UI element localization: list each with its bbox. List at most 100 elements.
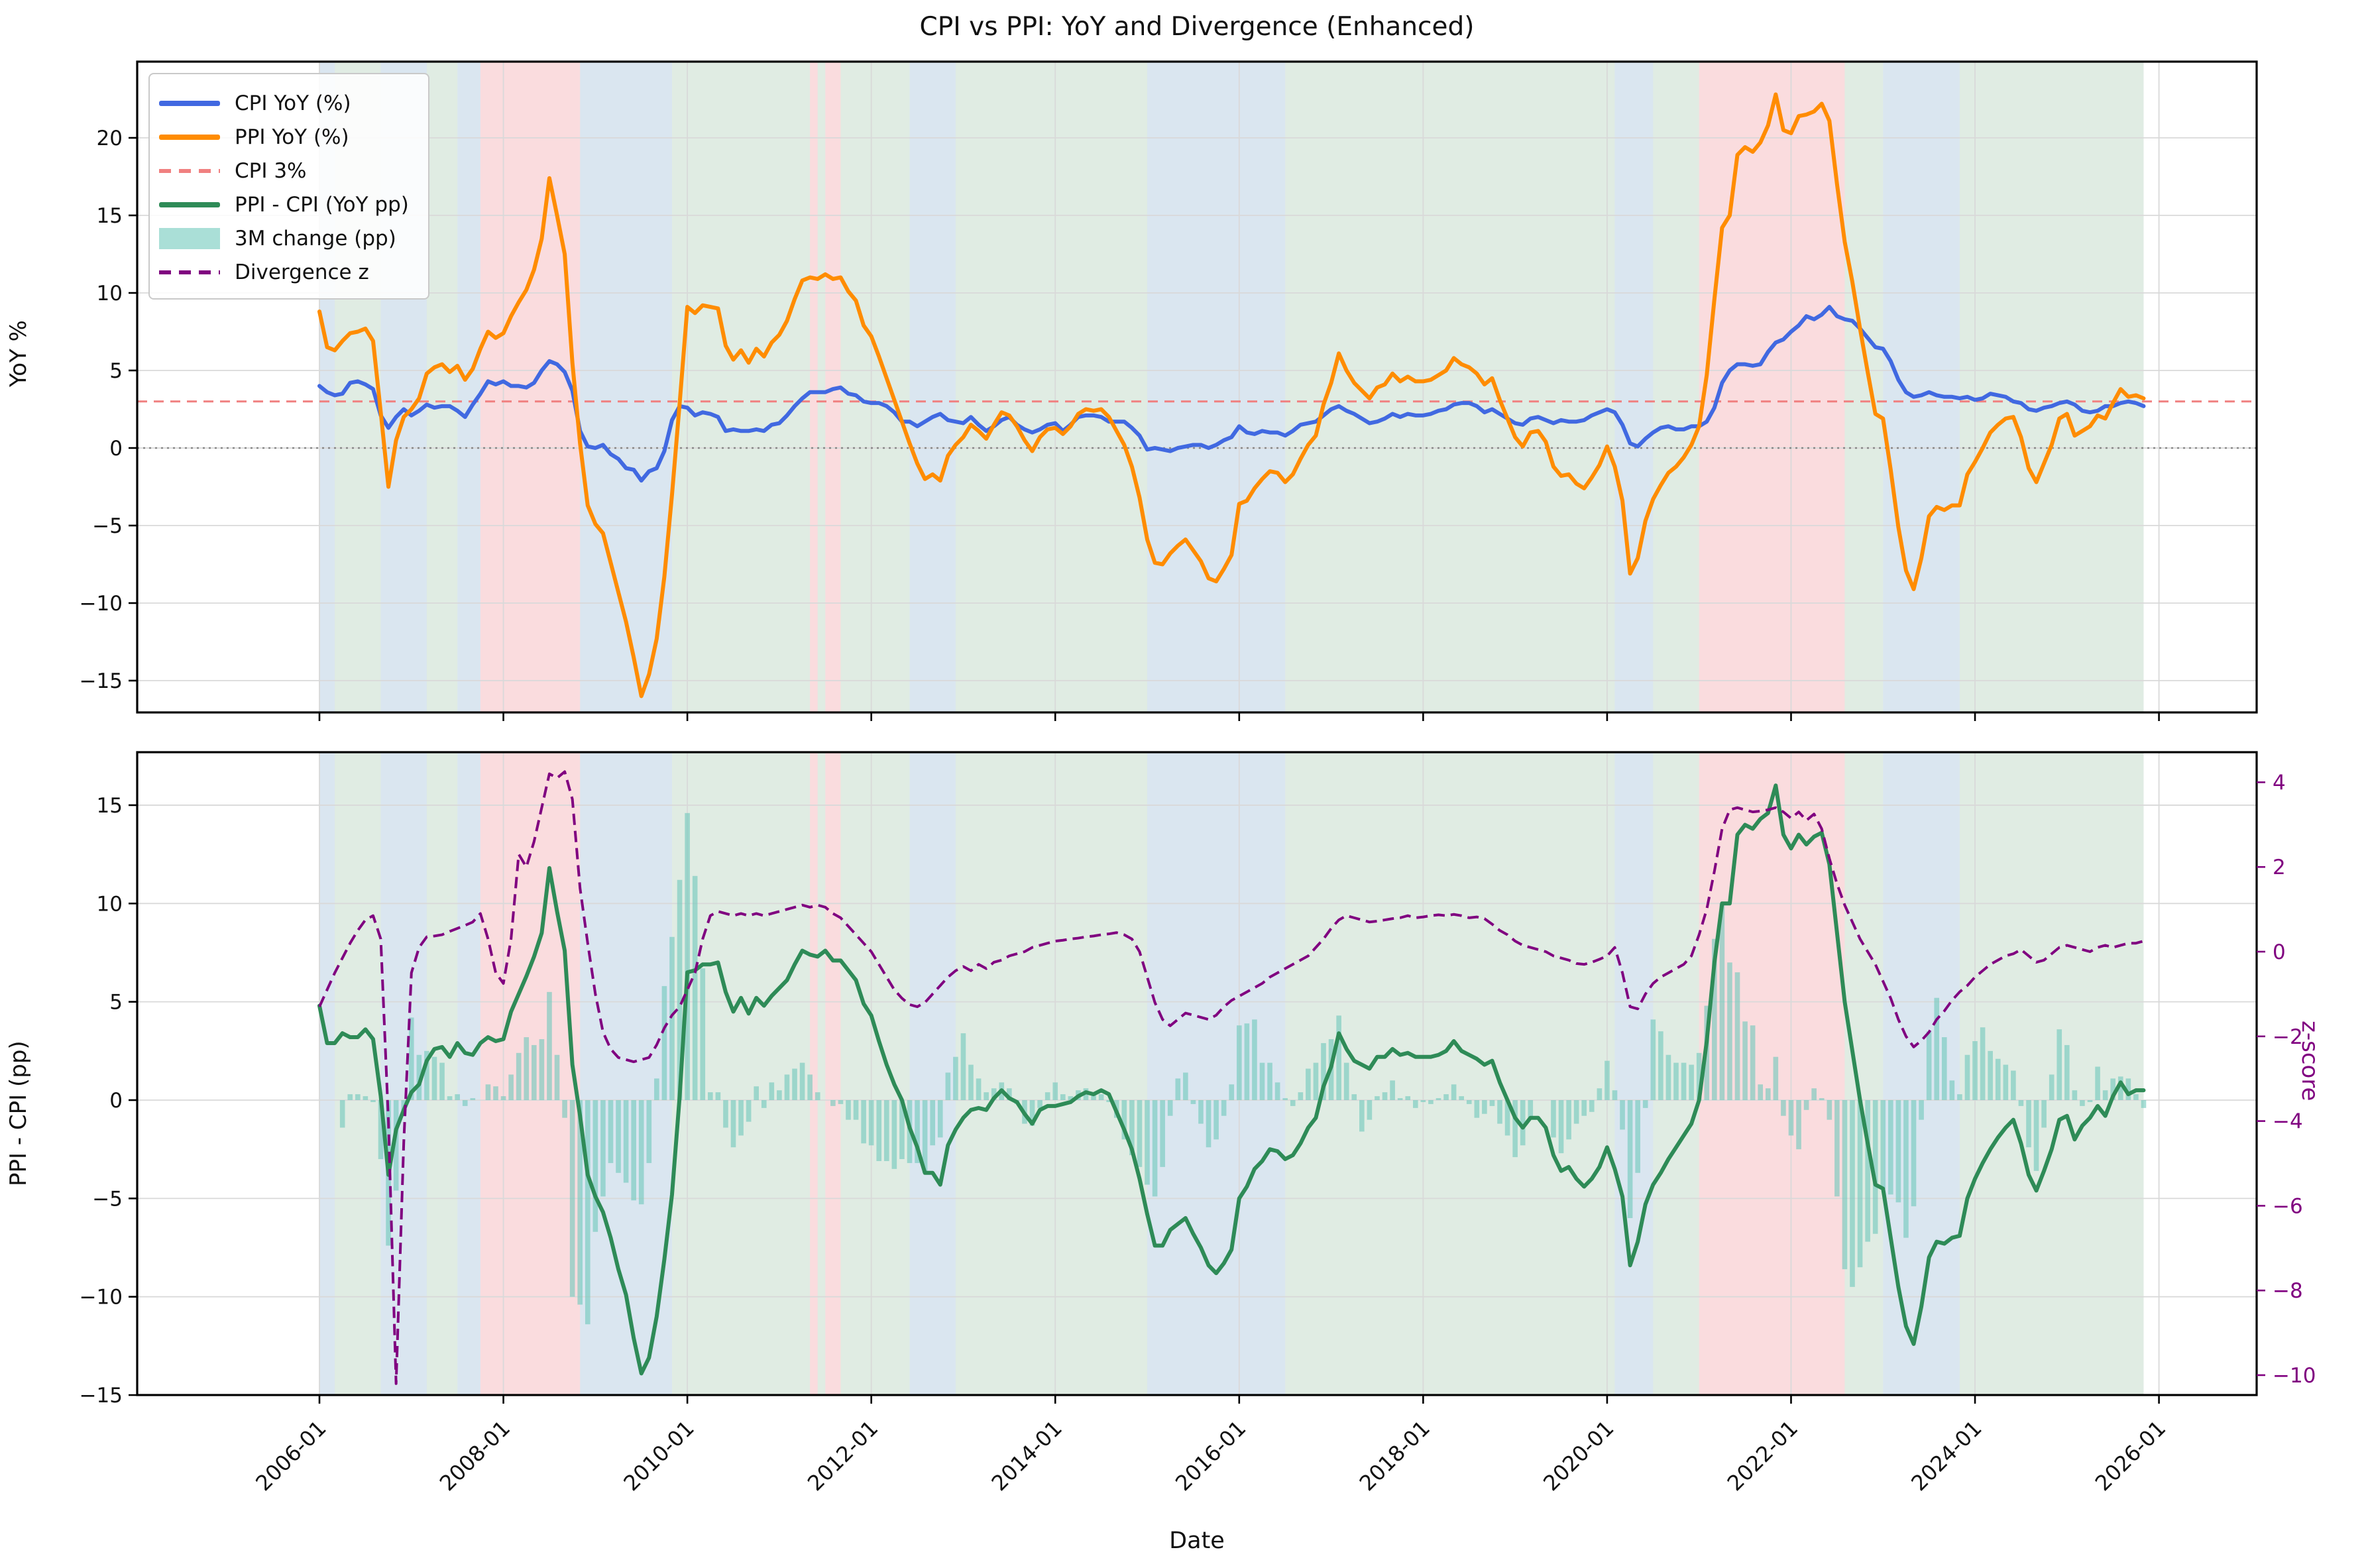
bars-swatch [159,227,220,249]
band-green [1844,62,1884,712]
legend: CPI YoY (%) PPI YoY (%) CPI 3% PPI - CPI… [148,73,429,300]
band-green [955,752,1148,1395]
zscore-tick-label: 0 [2273,940,2286,964]
bottom-panel-regime-bands [319,752,2144,1395]
legend-item-cpi-target: CPI 3% [159,154,422,188]
top-y-axis-label: YoY % [5,320,32,387]
zscore-tick-marks [2257,781,2265,1376]
band-green [1959,62,2144,712]
band-green [840,752,910,1395]
spread-line [317,783,2146,1376]
zscore-tick-label: 4 [2273,771,2286,795]
bottom-ytick-label: 10 [97,892,123,916]
band-pink [810,752,818,1395]
band-pink [825,62,841,712]
band-green [426,62,458,712]
band-green [955,62,1148,712]
top-panel [137,62,2257,712]
band-green [817,62,826,712]
band-green [671,62,811,712]
band-green [1844,752,1884,1395]
band-green [1959,752,2144,1395]
zscore-tick-label: −6 [2273,1194,2303,1218]
xtick-label: 2026-01 [2090,1416,2170,1496]
top-ytick-label: −15 [80,669,123,693]
cpi-line-swatch [159,100,220,106]
zscore-tick-label: −8 [2273,1279,2303,1303]
legend-item-divergence-z: Divergence z [159,255,422,289]
xtick-label: 2014-01 [986,1416,1066,1496]
cpi-yoy-line [317,305,2146,483]
xtick-label: 2022-01 [1722,1416,1803,1496]
xtick-label: 2008-01 [435,1416,515,1496]
band-pink [825,752,841,1395]
band-green [840,62,910,712]
band-blue [909,62,956,712]
x-axis-label: Date [1169,1528,1225,1554]
xtick-label: 2024-01 [1906,1416,1986,1496]
bottom-ytick-label: 5 [109,991,123,1015]
band-green [1285,62,1615,712]
top-ytick-label: −5 [92,514,123,538]
spread-line-swatch [159,201,220,207]
bottom-ytick-label: −10 [80,1286,123,1310]
legend-item-3m-change: 3M change (pp) [159,221,422,255]
zscore-tick-label: −10 [2273,1364,2316,1388]
ppi-line-swatch [159,134,220,140]
legend-item-cpi: CPI YoY (%) [159,86,422,120]
bottom-ytick-label: 0 [109,1089,123,1113]
band-blue [319,752,335,1395]
band-blue [457,62,480,712]
band-green [335,752,381,1395]
band-blue [1147,62,1286,712]
band-blue [1883,62,1960,712]
top-ytick-label: 0 [109,437,123,461]
band-blue [1883,752,1960,1395]
zscore-axis-label: z-score [2296,1021,2323,1101]
zscore-tick-label: −2 [2273,1025,2303,1049]
top-panel-border [136,60,2258,714]
xtick-label: 2006-01 [251,1416,331,1496]
bottom-panel-area [137,752,2257,1395]
xtick-label: 2018-01 [1355,1416,1435,1496]
band-blue [1614,752,1654,1395]
top-panel-area [137,62,2257,712]
xtick-label: 2016-01 [1170,1416,1251,1496]
bottom-ytick-label: −15 [80,1384,123,1408]
top-panel-regime-bands [319,62,2144,712]
band-pink [1699,62,1845,712]
bottom-ytick-label: 15 [97,794,123,818]
legend-item-ppi: PPI YoY (%) [159,120,422,154]
bottom-panel [137,752,2257,1395]
zscore-tick-label: −4 [2273,1110,2303,1134]
band-blue [580,62,672,712]
bottom-ytick-label: −5 [92,1187,123,1211]
top-ytick-label: 20 [97,127,123,150]
bottom-y-axis-label: PPI - CPI (pp) [5,1040,32,1186]
top-ytick-label: 15 [97,204,123,228]
zscore-line-swatch [159,270,220,274]
xtick-label: 2010-01 [618,1416,699,1496]
bottom-panel-border [136,751,2258,1396]
band-blue [457,752,480,1395]
zscore-tick-label: 2 [2273,856,2286,879]
xtick-label: 2012-01 [803,1416,883,1496]
legend-item-spread: PPI - CPI (YoY pp) [159,188,422,221]
band-pink [810,62,818,712]
band-pink [480,752,581,1395]
top-ytick-label: −10 [80,592,123,616]
tick-marks [129,137,2160,1404]
xtick-label: 2020-01 [1538,1416,1618,1496]
top-ytick-label: 10 [97,282,123,306]
band-green [1285,752,1615,1395]
cpi-target-swatch [159,168,220,173]
band-green [1653,62,1699,712]
divergence-z-line [318,770,2145,1385]
chart-title: CPI vs PPI: YoY and Divergence (Enhanced… [919,12,1475,42]
top-ytick-label: 5 [109,359,123,383]
band-blue [1614,62,1654,712]
band-green [817,752,826,1395]
ppi-yoy-line [317,92,2146,699]
